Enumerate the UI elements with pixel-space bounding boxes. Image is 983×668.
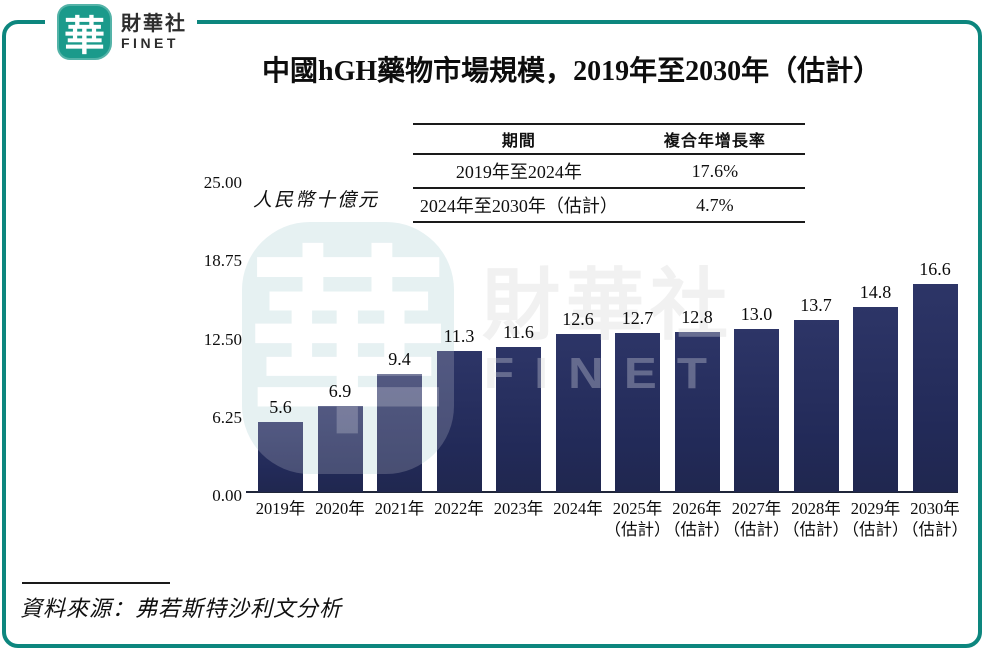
cagr-table-header-row: 期間 複合年增長率 — [413, 125, 805, 155]
bar — [853, 306, 898, 492]
source-note: 資料來源：弗若斯特沙利文分析 — [20, 596, 343, 621]
bar — [793, 320, 839, 492]
cagr-table-header-period: 期間 — [501, 133, 536, 150]
finet-logo: 華 財華社 FINET — [45, 0, 197, 64]
finet-logo-text: 財華社 FINET — [121, 13, 187, 51]
finet-seal-icon: 華 — [57, 4, 112, 60]
bar — [674, 331, 720, 492]
bar — [317, 405, 363, 492]
bar — [258, 421, 303, 492]
page-frame-border — [2, 20, 982, 648]
chart-title: 中國hGH藥物市場規模，2019年至2030年（估計） — [262, 56, 882, 87]
table-row: 2019年至2024年 17.6% — [413, 155, 805, 189]
bar — [734, 329, 779, 492]
table-row: 2024年至2030年（估計） 4.7% — [413, 189, 805, 223]
x-axis-line — [246, 491, 958, 493]
brand-name-zh: 財華社 — [121, 13, 187, 35]
y-axis-unit-label: 人民幣十億元 — [253, 190, 380, 211]
cagr-row-value: 17.6% — [691, 160, 739, 181]
bar — [615, 332, 660, 492]
watermark-text-zh: 財華社 — [482, 261, 735, 349]
cagr-row-period: 2019年至2024年 — [455, 162, 582, 182]
cagr-row-period: 2024年至2030年（估計） — [419, 196, 618, 216]
brand-name-en: FINET — [121, 35, 179, 51]
bar — [555, 334, 601, 492]
bar — [912, 284, 958, 492]
bar — [436, 350, 482, 492]
bar — [377, 374, 422, 492]
cagr-table-header-cagr: 複合年增長率 — [663, 133, 766, 150]
cagr-table: 期間 複合年增長率 2019年至2024年 17.6% 2024年至2030年（… — [413, 123, 805, 223]
bar — [496, 346, 541, 492]
finet-seal-char: 華 — [64, 13, 105, 59]
source-divider-rule — [22, 582, 170, 584]
cagr-row-value: 4.7% — [696, 194, 734, 215]
